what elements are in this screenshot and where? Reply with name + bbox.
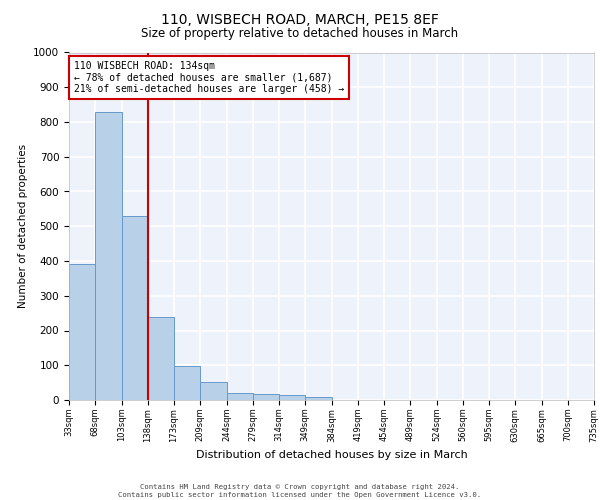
Bar xyxy=(69,264,95,400)
Bar xyxy=(227,393,253,400)
Bar xyxy=(279,395,305,400)
X-axis label: Distribution of detached houses by size in March: Distribution of detached houses by size … xyxy=(196,450,467,460)
Text: Contains HM Land Registry data © Crown copyright and database right 2024.
Contai: Contains HM Land Registry data © Crown c… xyxy=(118,484,482,498)
Text: 110 WISBECH ROAD: 134sqm
← 78% of detached houses are smaller (1,687)
21% of sem: 110 WISBECH ROAD: 134sqm ← 78% of detach… xyxy=(74,61,344,94)
Bar xyxy=(200,382,227,400)
Text: Size of property relative to detached houses in March: Size of property relative to detached ho… xyxy=(142,28,458,40)
Bar xyxy=(121,216,148,400)
Bar xyxy=(253,394,279,400)
Y-axis label: Number of detached properties: Number of detached properties xyxy=(17,144,28,308)
Bar xyxy=(174,366,200,400)
Text: 110, WISBECH ROAD, MARCH, PE15 8EF: 110, WISBECH ROAD, MARCH, PE15 8EF xyxy=(161,12,439,26)
Bar xyxy=(305,396,331,400)
Bar xyxy=(95,112,121,400)
Bar xyxy=(148,316,174,400)
